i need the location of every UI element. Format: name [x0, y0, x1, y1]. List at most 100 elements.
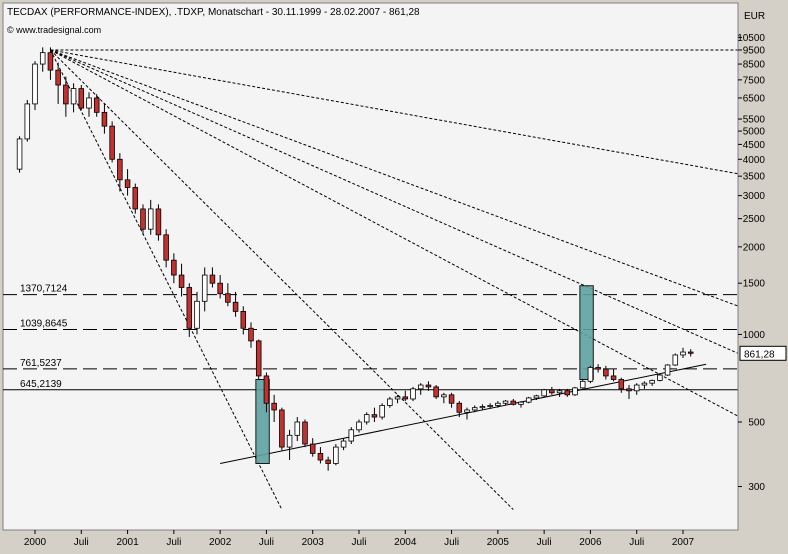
- source-credit: © www.tradesignal.com: [7, 25, 101, 35]
- candle-up: [39, 52, 46, 65]
- candle-up: [86, 97, 92, 109]
- candle-down: [549, 389, 555, 394]
- candle-up: [441, 394, 447, 398]
- candle-down: [425, 384, 432, 388]
- candle-down: [510, 400, 517, 405]
- candle-down: [309, 443, 316, 454]
- x-axis: 2000 Juli 2001 Juli 2002 Juli 2003 Juli 2004 Juli…: [3, 529, 738, 548]
- candle-up: [387, 398, 393, 406]
- x-tick-label: 2006: [579, 537, 602, 548]
- candle-up: [24, 103, 31, 140]
- support-trendline: [220, 363, 707, 464]
- x-tick-label: Juli: [351, 537, 366, 548]
- candle-up: [572, 387, 578, 396]
- candle-down: [456, 402, 463, 413]
- x-tick-label: Juli: [166, 537, 181, 548]
- candle-down: [302, 421, 308, 445]
- x-tick-label: 2005: [487, 537, 510, 548]
- y-tick-label: 3500: [743, 172, 766, 183]
- candle-up: [410, 388, 416, 400]
- candle-down: [109, 125, 115, 160]
- candle-up: [556, 390, 563, 394]
- y-tick-label: 1500: [743, 279, 766, 290]
- candle-up: [70, 88, 77, 105]
- x-tick-label: 2000: [24, 537, 47, 548]
- y-tick-label: 2500: [743, 214, 766, 225]
- x-tick-label: 2003: [302, 537, 325, 548]
- candle-down: [63, 84, 69, 105]
- candle-up: [479, 406, 486, 409]
- candle-up: [495, 402, 501, 406]
- candles-layer: [16, 47, 694, 471]
- y-tick-label: 2000: [743, 242, 766, 253]
- y-unit-label: EUR: [744, 11, 765, 22]
- y-tick-label: 4000: [743, 155, 766, 166]
- candle-down: [240, 310, 247, 329]
- candle-up: [32, 63, 38, 105]
- level-label: 1039,8645: [20, 318, 68, 329]
- x-tick-label: Juli: [629, 537, 644, 548]
- candle-down: [47, 52, 54, 71]
- candle-up: [194, 300, 200, 329]
- candle-down: [687, 351, 694, 354]
- x-tick-label: Juli: [74, 537, 89, 548]
- candle-down: [402, 396, 409, 400]
- candle-down: [433, 386, 439, 398]
- candle-up: [587, 367, 594, 382]
- candle-up: [379, 405, 385, 418]
- candle-up: [657, 374, 663, 381]
- level-label: 645,2139: [20, 379, 62, 390]
- candle-up: [464, 409, 470, 413]
- y-tick-label: 1000: [743, 330, 766, 341]
- candle-down: [564, 390, 571, 396]
- candle-down: [448, 394, 455, 404]
- candle-down: [248, 327, 254, 342]
- candle-down: [93, 97, 100, 113]
- candle-down: [78, 88, 85, 109]
- level-label: 761,5237: [20, 358, 62, 369]
- candle-down: [55, 69, 61, 86]
- y-tick-label: 10500: [737, 33, 765, 44]
- level-label: 1370,7124: [20, 284, 68, 295]
- fan-trendline: [50, 49, 738, 307]
- candle-down: [618, 379, 625, 390]
- candle-up: [147, 208, 154, 230]
- y-tick-label: 500: [748, 418, 765, 429]
- candle-down: [209, 274, 216, 284]
- candle-down: [595, 367, 601, 370]
- candle-up: [417, 384, 424, 390]
- candle-up: [348, 429, 355, 442]
- candle-down: [325, 459, 331, 464]
- candle-up: [356, 421, 362, 431]
- x-tick-label: 2001: [116, 537, 139, 548]
- candle-up: [664, 364, 671, 376]
- x-tick-label: Juli: [444, 537, 459, 548]
- candle-down: [232, 301, 239, 312]
- plot-area: [2, 2, 739, 531]
- fan-trendline: [50, 49, 738, 354]
- y-tick-label: 8500: [743, 60, 766, 71]
- y-tick-label: 300: [748, 482, 765, 493]
- fan-trendline: [50, 49, 514, 510]
- x-tick-label: 2002: [209, 537, 232, 548]
- candle-up: [201, 274, 208, 302]
- candle-down: [255, 340, 262, 377]
- candle-down: [186, 287, 193, 329]
- trendlines-layer: [49, 49, 738, 510]
- horizontal-levels: 1370,7124 1039,8645 761,5237 645,2139: [3, 284, 738, 391]
- candle-up: [525, 397, 532, 403]
- candle-down: [155, 208, 162, 236]
- candle-down: [140, 208, 146, 230]
- candle-up: [487, 405, 493, 407]
- candle-down: [178, 274, 185, 288]
- fan-trendline: [50, 49, 738, 175]
- candle-down: [371, 414, 378, 418]
- y-tick-label: 9500: [743, 46, 766, 57]
- candle-down: [124, 179, 131, 188]
- candle-down: [603, 368, 609, 377]
- candle-up: [680, 351, 686, 356]
- candle-up: [541, 389, 547, 397]
- candle-up: [633, 384, 640, 392]
